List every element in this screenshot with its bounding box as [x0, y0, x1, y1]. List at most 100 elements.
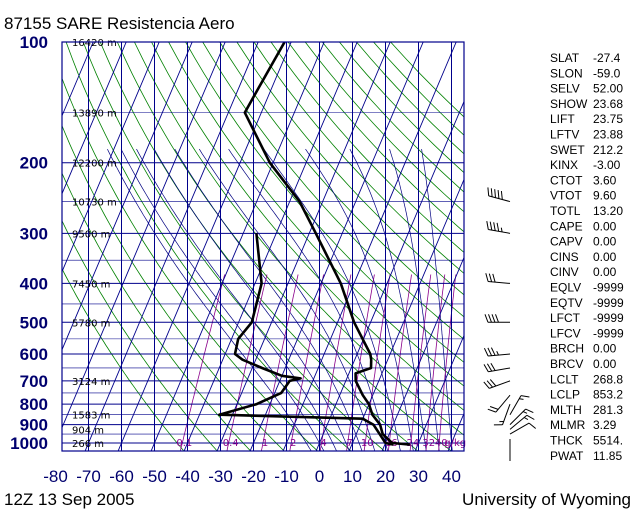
isotherm-line — [62, 42, 226, 429]
barb-staff — [509, 414, 528, 430]
index-key: SLON — [550, 66, 583, 80]
index-value: -9999 — [593, 311, 624, 325]
isotherm-line — [62, 42, 160, 273]
index-key: CAPV — [550, 235, 583, 249]
barb-flag — [483, 347, 489, 357]
pressure-tick-label: 300 — [20, 224, 48, 243]
wind-barb — [487, 187, 511, 203]
wind-barb — [509, 414, 535, 430]
isotherm-line — [381, 256, 464, 451]
height-label: 7450 m — [72, 279, 110, 290]
stability-indices-table: SLAT -27.4 SLON -59.0 SELV 52.00 SHOW 23.68 LIFT… — [550, 51, 624, 463]
index-value: 13.20 — [593, 204, 623, 218]
wind-barb — [486, 221, 511, 234]
barb-flag — [487, 408, 497, 413]
barb-flag — [491, 314, 496, 323]
wind-barb — [487, 394, 511, 413]
index-value: 5514. — [593, 434, 623, 448]
wind-barb — [493, 403, 511, 426]
dry-adiabat-line — [62, 267, 185, 451]
index-value: 11.85 — [593, 449, 622, 463]
chart-title: 87155 SARE Resistencia Aero — [4, 14, 235, 33]
barb-staff — [488, 353, 511, 357]
barb-flag — [525, 408, 534, 414]
isotherm-line — [117, 42, 292, 451]
moist-adiabat-line — [389, 149, 440, 451]
index-key: MLTH — [550, 403, 582, 417]
moist-adiabat-line — [199, 148, 376, 451]
index-value: 9.60 — [593, 189, 617, 203]
barb-flag — [489, 406, 499, 410]
barb-flag — [488, 314, 492, 323]
mixing-ratio-label: 24 — [407, 438, 420, 449]
dry-adiabat-line — [270, 42, 464, 253]
barb-flag — [526, 414, 535, 420]
barb-staff — [509, 395, 522, 415]
wind-barb — [509, 395, 530, 415]
index-value: 853.2 — [593, 388, 623, 402]
height-label: 16420 m — [72, 38, 117, 49]
index-key: BRCH — [550, 342, 584, 356]
barb-staff — [509, 408, 526, 426]
barb-flag — [489, 379, 497, 387]
mixing-ratio-label: 40 — [435, 438, 448, 449]
index-value: 0.00 — [593, 342, 617, 356]
plot-frame — [61, 41, 465, 452]
barb-flag — [490, 362, 496, 371]
barb-flag — [495, 314, 499, 323]
barb-flag — [483, 364, 489, 373]
index-key: SWET — [550, 143, 585, 157]
height-label: 13890 m — [72, 109, 117, 120]
mixing-ratio-line — [363, 274, 391, 451]
barb-flag — [486, 363, 493, 372]
wind-barb — [509, 408, 534, 426]
wind-barb — [483, 379, 511, 389]
pressure-tick-label: 500 — [20, 313, 48, 332]
wind-barb — [483, 347, 511, 357]
moist-adiabat-line — [120, 148, 325, 451]
mixing-ratio-line — [226, 274, 268, 451]
barb-half-flag — [522, 411, 528, 414]
index-key: LIFT — [550, 112, 575, 126]
pressure-tick-label: 700 — [20, 372, 48, 391]
index-value: 52.00 — [593, 82, 623, 96]
barb-flag — [484, 314, 489, 323]
wind-barb — [485, 273, 511, 284]
temperature-tick-label: -30 — [208, 467, 233, 486]
wind-barb — [484, 314, 511, 323]
pressure-tick-label: 100 — [20, 33, 48, 52]
index-key: EQTV — [550, 296, 583, 310]
isotherm-line — [414, 334, 464, 451]
mixing-ratio-line — [260, 274, 299, 451]
dry-adiabat-line — [236, 42, 464, 296]
index-value: 0.00 — [593, 250, 617, 264]
index-value: -9999 — [593, 296, 624, 310]
dry-adiabat-line — [253, 42, 464, 274]
mixing-ratio-label: 32 — [422, 438, 435, 449]
pressure-tick-label: 400 — [20, 274, 48, 293]
mixing-ratio-label: 10 — [361, 438, 374, 449]
index-key: KINX — [550, 158, 578, 172]
mixing-ratio-line — [179, 274, 226, 451]
isotherm-line — [62, 42, 94, 117]
barb-flag — [487, 187, 490, 196]
moist-adiabat-line — [263, 148, 401, 451]
barb-staff — [509, 422, 530, 435]
barb-flag — [487, 347, 493, 356]
index-value: 0.00 — [593, 219, 617, 233]
pressure-tick-label: 1000 — [10, 434, 48, 453]
isotherm-line — [183, 42, 358, 451]
index-value: 0.00 — [593, 357, 617, 371]
sounding-profile — [218, 42, 411, 446]
moist-adiabat-line — [349, 148, 427, 451]
index-value: -59.0 — [593, 66, 621, 80]
barb-flag — [488, 273, 493, 282]
barb-flag — [500, 190, 503, 200]
index-key: EQLV — [550, 281, 581, 295]
wind-barbs — [483, 187, 537, 461]
dry-adiabat-line — [304, 42, 464, 213]
dry-adiabat-line — [168, 42, 464, 387]
barb-flag — [489, 221, 493, 231]
moist-adiabat-line — [421, 149, 453, 451]
